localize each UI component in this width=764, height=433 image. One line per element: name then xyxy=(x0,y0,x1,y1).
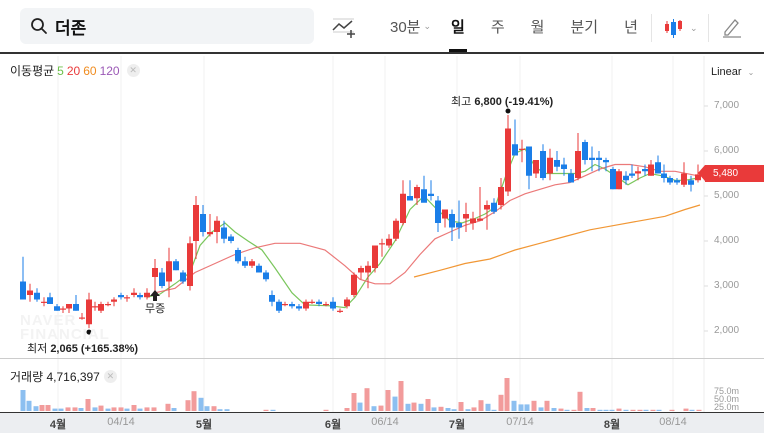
candlestick-icon xyxy=(665,19,682,38)
ma5-label: 5 xyxy=(57,63,64,78)
volume-label: 거래량 xyxy=(10,370,44,384)
y-tick: 5,000 xyxy=(714,190,740,201)
volume-tick: 75.0m xyxy=(714,386,740,396)
volume-tick: 25.0m xyxy=(714,402,740,412)
volume-value: 4,716,397 xyxy=(46,369,100,384)
current-price-tag: 5,480 xyxy=(698,165,764,182)
drawing-tool-button[interactable] xyxy=(722,16,742,43)
y-tick: 3,000 xyxy=(714,280,740,291)
close-volume-icon[interactable]: ✕ xyxy=(103,370,117,383)
price-chart[interactable] xyxy=(0,56,764,433)
chart-type-dropdown[interactable]: ⌄ xyxy=(664,16,698,40)
x-tick-label: 8월 xyxy=(603,419,621,431)
ma60-label: 60 xyxy=(83,63,97,78)
ma-label: 이동평균 xyxy=(10,64,55,78)
y-tick: 7,000 xyxy=(714,100,740,111)
x-axis: 4월 04/14 5월 6월 06/14 7월 07/14 8월 08/14 xyxy=(0,412,764,433)
tab-quarterly[interactable]: 분기 xyxy=(570,18,599,36)
compare-chart-button[interactable] xyxy=(332,16,358,40)
scale-dropdown[interactable]: Linear ⌄ xyxy=(711,66,755,78)
x-tick-label: 06/14 xyxy=(371,416,399,428)
period-tabs: 30분 ⌄ 일 주 월 분기 년 xyxy=(390,0,638,52)
ma20-label: 20 xyxy=(66,63,81,78)
y-tick: 6,000 xyxy=(714,145,740,156)
search-icon xyxy=(31,18,47,34)
top-toolbar: 더존 30분 ⌄ 일 주 월 분기 년 ⌄ xyxy=(0,0,764,54)
high-annotation: 최고 6,800 (-19.41%) xyxy=(451,96,554,108)
x-tick-label: 07/14 xyxy=(506,416,534,428)
moving-average-legend: 이동평균 5 20 60 120 ✕ xyxy=(10,62,140,79)
pane-divider[interactable] xyxy=(0,358,764,359)
volume-legend: 거래량 4,716,397 ✕ xyxy=(10,368,117,385)
compare-chart-icon xyxy=(332,18,355,38)
x-tick-label: 5월 xyxy=(195,419,213,431)
x-tick-label: 04/14 xyxy=(107,416,135,428)
naver-financial-watermark: NAVER FINANCIAL xyxy=(20,312,110,343)
search-input[interactable]: 더존 xyxy=(20,8,314,44)
x-tick-label: 08/14 xyxy=(659,416,687,428)
low-annotation: 최저 2,065 (+165.38%) xyxy=(27,343,139,355)
y-tick: 2,000 xyxy=(714,325,740,336)
tab-weekly[interactable]: 주 xyxy=(490,18,505,36)
x-tick-label: 7월 xyxy=(448,419,466,431)
volume-tick: 50.0m xyxy=(714,394,740,404)
pencil-icon xyxy=(723,19,741,38)
close-ma-icon[interactable]: ✕ xyxy=(126,64,140,77)
tab-daily[interactable]: 일 xyxy=(449,0,467,52)
x-tick-label: 4월 xyxy=(49,419,67,431)
search-query: 더존 xyxy=(55,18,87,38)
tab-30min[interactable]: 30분 ⌄ xyxy=(390,18,432,36)
x-tick-label: 6월 xyxy=(324,419,342,431)
tab-yearly[interactable]: 년 xyxy=(624,18,638,36)
y-tick: 4,000 xyxy=(714,235,740,246)
toolbar-divider xyxy=(651,14,652,42)
toolbar-divider xyxy=(708,14,709,42)
ma120-label: 120 xyxy=(99,63,120,78)
chevron-down-icon: ⌄ xyxy=(423,20,432,31)
chevron-down-icon: ⌄ xyxy=(690,22,698,33)
chevron-down-icon: ⌄ xyxy=(747,68,755,77)
tab-monthly[interactable]: 월 xyxy=(530,18,545,36)
event-annotation: 무증 xyxy=(145,303,166,315)
